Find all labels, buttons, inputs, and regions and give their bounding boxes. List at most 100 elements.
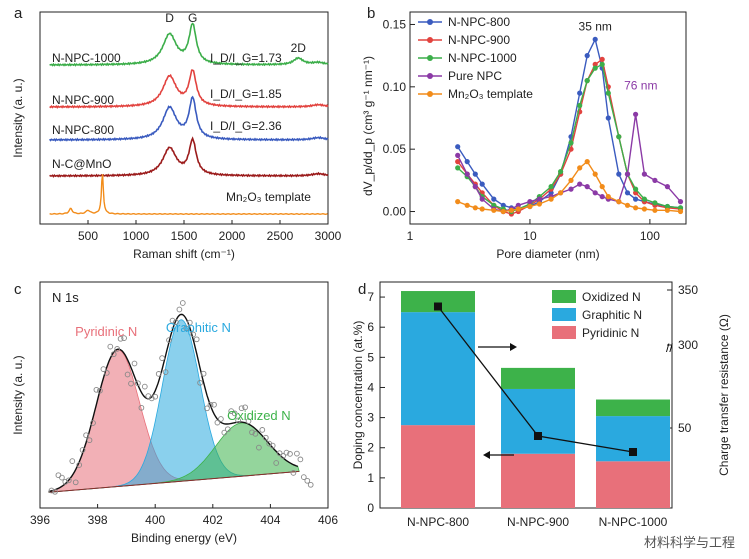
panel-c-data-point: [169, 317, 176, 324]
panel-b-legend-marker: [427, 73, 433, 79]
panel-a-series-line: [49, 174, 328, 216]
panel-a-series-label: N-C@MnO: [52, 157, 112, 171]
panel-c-data-point: [138, 404, 145, 411]
panel-b-data-point: [548, 184, 554, 190]
panel-b-data-point: [605, 115, 611, 121]
panel-b-data-point: [455, 152, 461, 158]
panel-d-bar-segment: [401, 425, 475, 508]
panel-c-data-point: [259, 427, 266, 433]
panel-c-data-point: [269, 442, 276, 449]
panel-c-data-point: [59, 474, 65, 481]
panel-d-bar-segment: [596, 399, 670, 417]
panel-d-ylabel: Doping concentration (at.%): [351, 321, 365, 470]
panel-b-data-point: [652, 207, 658, 213]
panel-c-data-point: [300, 474, 307, 480]
panel-b-data-point: [633, 196, 639, 202]
panel-b-data-point: [464, 202, 470, 208]
panel-a-xlabel: Raman shift (cm⁻¹): [133, 247, 235, 261]
panel-d-letter: d: [358, 281, 366, 298]
panel-a-series-label: N-NPC-900: [52, 93, 114, 107]
panel-c-envelope-line: [48, 313, 299, 493]
panel-c-data-point: [124, 371, 131, 378]
panel-a-letter: a: [14, 5, 23, 22]
panel-c-data-point: [141, 383, 148, 390]
panel-b-data-point: [652, 177, 658, 183]
panel-b-ytick-label: 0.10: [383, 80, 407, 94]
panel-c-data-point: [307, 481, 314, 488]
panel-a-peak-label: G: [188, 11, 197, 25]
panel-d-arrow-right-head: [510, 343, 517, 351]
panel-d-category-label: N-NPC-800: [407, 515, 469, 529]
panel-b-data-point: [515, 202, 521, 208]
panel-d-ytick-label: 3: [367, 411, 374, 425]
panel-d-doping: d 0 1 2 3 4 5 6 7 Doping concentration (at.%) Char…: [351, 281, 731, 529]
panel-d-bar-segment: [401, 312, 475, 426]
panel-c-data-point: [145, 393, 152, 399]
panel-c-data-point: [211, 401, 217, 408]
panel-c-data-point: [117, 335, 124, 342]
panel-b-data-point: [584, 78, 590, 84]
panel-d-arrow-left-head: [483, 451, 490, 459]
panel-b-data-point: [677, 208, 684, 215]
panel-c-data-point: [245, 418, 252, 424]
panel-b-data-point: [577, 181, 583, 187]
panel-d-y2label: Charge transfer resistance (Ω): [717, 314, 731, 476]
panel-c-xtick-label: 404: [260, 513, 280, 527]
panel-b-data-point: [664, 203, 671, 210]
panel-b-data-point: [472, 184, 478, 190]
panel-c-data-point: [283, 449, 290, 456]
panel-b-data-point: [584, 53, 590, 59]
panel-d-ytick-label: 0: [367, 501, 374, 515]
panel-c-data-point: [90, 420, 96, 426]
panel-c-data-point: [162, 369, 169, 375]
panel-c-data-point: [294, 450, 300, 457]
panel-a-series-label: N-NPC-800: [52, 123, 114, 137]
panel-b-legend-marker: [427, 19, 433, 25]
panel-d-legend-label: Pyridinic N: [582, 326, 639, 340]
panel-b-data-point: [479, 206, 485, 212]
panel-b-legend-label: Pure NPC: [448, 69, 502, 83]
panel-b-data-point: [605, 194, 611, 200]
panel-c-xlabel: Binding energy (eV): [131, 531, 237, 545]
panel-c-data-point: [221, 429, 228, 436]
panel-b-data-point: [568, 177, 574, 183]
panel-b-series-line: [457, 114, 682, 213]
panel-c-data-point: [190, 331, 197, 338]
panel-b-data-point: [624, 171, 631, 177]
panel-c-data-point: [197, 379, 203, 386]
panel-b-data-point: [558, 169, 564, 175]
panel-c-data-point: [97, 387, 103, 394]
panel-a-xtick-label: 3000: [315, 229, 342, 243]
panel-c-data-point: [52, 488, 58, 495]
panel-a-series-line: [49, 69, 329, 109]
panel-c-xtick-label: 398: [88, 513, 108, 527]
panel-c-baseline: [48, 470, 300, 493]
panel-c-data-point: [238, 405, 245, 412]
panel-c-data-point: [131, 360, 138, 367]
panel-c-data-point: [103, 370, 110, 376]
panel-c-data-point: [69, 458, 76, 464]
panel-d-category-label: N-NPC-900: [507, 515, 569, 529]
panel-c-data-point: [62, 478, 69, 485]
panel-c-xtick-label: 406: [318, 513, 338, 527]
panel-a-raman: a 500 1000 1500 2000 2500 3000 Raman shift (cm⁻…: [11, 5, 342, 261]
panel-c-xtick-label: 396: [30, 513, 50, 527]
panel-b-data-point: [664, 184, 671, 190]
panel-b-legend-label: Mn₂O₃ template: [448, 87, 533, 101]
panel-b-data-point: [592, 36, 598, 43]
panel-c-data-point: [252, 430, 259, 437]
panel-d-ytick-label: 5: [367, 350, 374, 364]
panel-b-data-point: [641, 206, 648, 212]
panel-c-frame: [39, 281, 329, 509]
panel-c-data-point: [166, 337, 172, 343]
panel-c-data-point: [218, 416, 224, 422]
panel-b-letter: b: [367, 5, 375, 22]
panel-d-legend-label: Graphitic N: [582, 308, 642, 322]
panel-b-data-point: [479, 181, 485, 187]
panel-b-data-point: [641, 171, 648, 177]
panel-b-data-point: [472, 171, 478, 177]
panel-c-data-point: [200, 370, 207, 377]
panel-b-data-point: [599, 56, 605, 63]
panel-b-data-point: [472, 205, 478, 211]
panel-c-data-point: [204, 405, 210, 412]
